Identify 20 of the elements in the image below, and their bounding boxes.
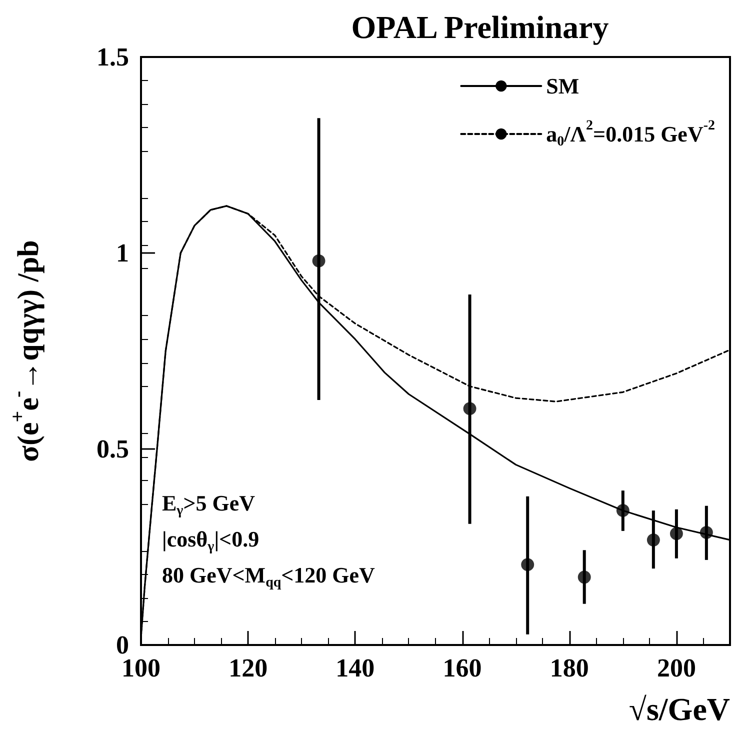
y-tick-label: 1 — [116, 238, 129, 268]
point — [700, 526, 713, 539]
y-axis-title: σ(e+e-→qqγγ) /pb — [7, 240, 45, 462]
x-tick-label: 200 — [656, 654, 696, 682]
point — [578, 570, 591, 584]
chart-title: OPAL Preliminary — [351, 9, 609, 45]
x-tick-label: 140 — [336, 654, 375, 682]
y-tick-label: 0.5 — [96, 434, 129, 464]
point — [646, 533, 660, 546]
y-tick-label: 1.5 — [96, 42, 129, 72]
point — [670, 527, 683, 540]
x-axis-title: √s/GeV — [628, 691, 730, 727]
point — [616, 504, 630, 518]
legend-label: SM — [546, 74, 580, 98]
point — [521, 558, 534, 572]
x-tick-label: 180 — [550, 654, 589, 682]
point — [463, 402, 476, 416]
x-tick-label: 160 — [442, 654, 482, 682]
point — [312, 254, 326, 268]
x-tick-label: 120 — [228, 654, 268, 682]
